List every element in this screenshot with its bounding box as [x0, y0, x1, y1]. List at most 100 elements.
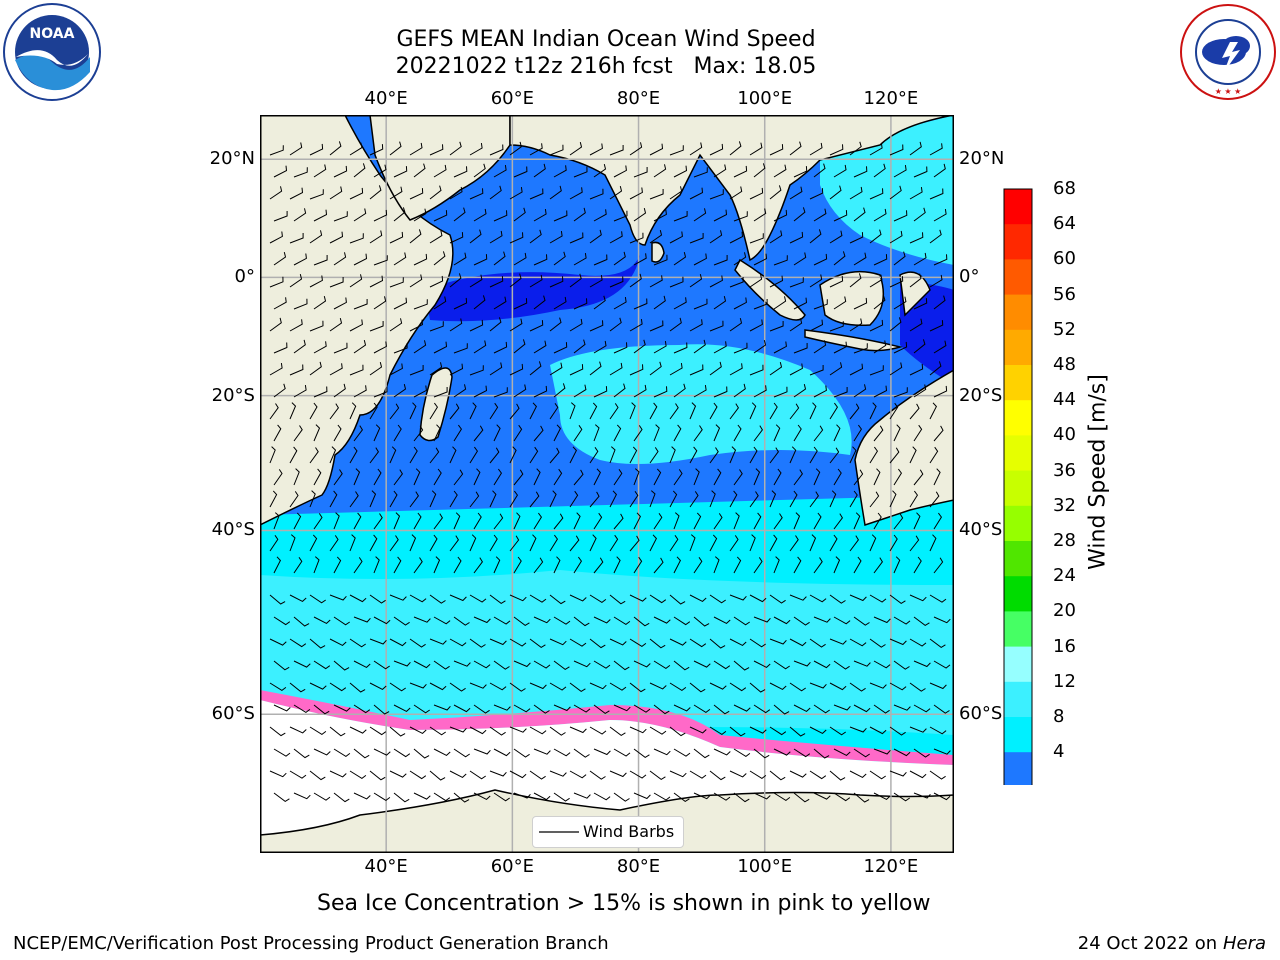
wind-barb	[913, 792, 931, 799]
wind-barb	[909, 682, 926, 692]
wind-barb	[853, 792, 870, 803]
wind-barb	[569, 770, 587, 779]
wind-barb	[329, 277, 344, 288]
wind-barb	[669, 403, 679, 420]
wind-barb	[353, 660, 371, 669]
wind-barb	[913, 166, 928, 178]
wind-barb	[693, 298, 708, 310]
wind-barb	[573, 384, 587, 398]
wind-barb	[853, 166, 868, 178]
wind-barb	[493, 210, 508, 222]
wind-barb	[289, 273, 303, 288]
wind-barb	[509, 594, 527, 602]
wind-barb	[609, 638, 627, 646]
wind-barb	[809, 319, 824, 332]
wind-barb	[833, 468, 842, 486]
wind-barb	[773, 660, 790, 670]
wind-barb	[269, 317, 282, 332]
wind-barb	[389, 186, 403, 200]
colorbar-segment	[1004, 435, 1032, 472]
wind-barb	[349, 364, 364, 376]
wind-barb	[409, 365, 424, 376]
chart-subtitle: 20221022 t12z 216h fcst Max: 18.05	[395, 54, 817, 79]
wind-barb	[293, 208, 307, 222]
wind-barb	[389, 141, 402, 156]
wind-barb	[889, 185, 902, 200]
wind-barb	[333, 792, 350, 803]
wind-barb	[473, 512, 482, 530]
wind-barb	[429, 362, 443, 376]
wind-barb	[633, 468, 640, 486]
wind-barb	[869, 319, 884, 332]
wind-barb	[609, 276, 624, 288]
wind-barb	[313, 556, 320, 574]
wind-barb	[713, 468, 722, 486]
wind-barb	[493, 468, 503, 486]
wind-barb	[873, 512, 882, 530]
wind-barb	[769, 447, 780, 464]
wind-barb	[813, 704, 830, 714]
wind-barb	[373, 556, 380, 574]
wind-barb	[713, 209, 728, 222]
wind-barb	[793, 512, 801, 530]
wind-barb	[653, 513, 663, 530]
wind-barb	[429, 321, 444, 332]
wind-barb	[509, 363, 524, 376]
wind-barb	[349, 491, 359, 508]
wind-barb	[813, 425, 824, 442]
wind-barb	[333, 512, 340, 530]
wind-barb	[349, 594, 367, 603]
wind-barb	[433, 296, 447, 310]
wind-barb	[749, 274, 763, 288]
wind-barb	[413, 748, 430, 759]
wind-barb	[533, 385, 548, 398]
wind-barb	[553, 513, 564, 530]
wind-barb	[373, 616, 391, 625]
wind-barb	[673, 165, 688, 178]
wind-barb	[469, 188, 484, 200]
wind-barb	[393, 512, 401, 530]
wind-barb	[513, 298, 528, 310]
wind-barb	[769, 402, 778, 420]
wind-barb	[309, 490, 316, 508]
wind-barb	[753, 208, 767, 222]
wind-barb	[873, 208, 887, 222]
wind-barb	[333, 342, 348, 354]
wind-barb	[413, 704, 430, 714]
wind-barb	[713, 792, 731, 801]
wind-barb	[789, 535, 799, 552]
wind-barb	[293, 616, 310, 627]
wind-barb	[429, 682, 447, 691]
wind-barb	[393, 297, 408, 310]
wind-barb	[413, 208, 427, 222]
wind-barb	[569, 402, 576, 420]
wind-barb	[413, 616, 431, 623]
wind-barb	[493, 513, 504, 530]
wind-barb	[429, 185, 442, 200]
wind-barb	[889, 770, 907, 777]
wind-barb	[733, 165, 748, 178]
wind-barb	[833, 341, 848, 354]
wind-barb	[553, 468, 563, 486]
wind-barb	[453, 704, 471, 713]
wind-barb	[333, 165, 348, 178]
wind-barb	[393, 252, 407, 266]
colorbar-segment	[1004, 505, 1032, 542]
wind-barb	[513, 339, 526, 354]
wind-barb	[749, 187, 764, 200]
wind-barb	[473, 616, 491, 624]
wind-barb	[429, 230, 443, 244]
colorbar-tick: 8	[1053, 706, 1065, 727]
wind-barb	[289, 142, 303, 156]
wind-barb	[633, 167, 648, 178]
wind-barb	[313, 616, 331, 625]
wind-barb	[709, 143, 724, 156]
wind-barb	[929, 446, 939, 464]
wind-barb	[373, 468, 382, 486]
wind-barb	[773, 209, 788, 222]
wind-barb	[489, 682, 507, 691]
wind-barb	[793, 792, 810, 803]
wind-barb	[433, 556, 441, 574]
sulawesi-land	[899, 271, 931, 317]
wind-barb	[289, 446, 298, 464]
